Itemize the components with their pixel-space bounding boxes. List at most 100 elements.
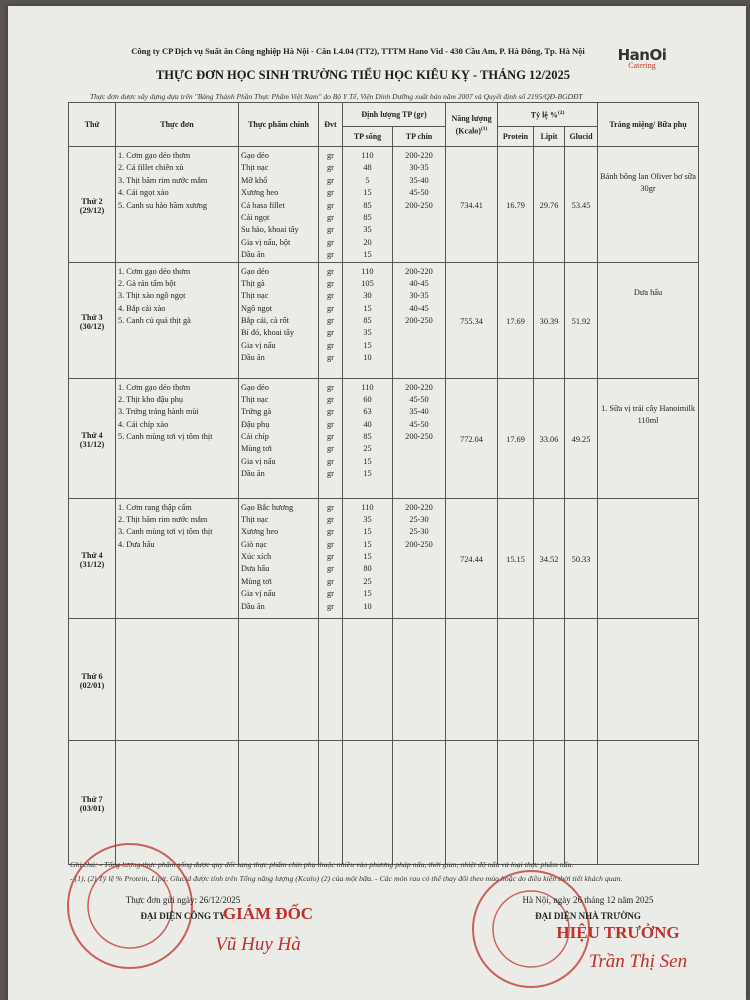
food-unit: gr: [327, 151, 334, 160]
cooked-cell: 200-220 30-35 35-40 45-50 200-250: [391, 146, 447, 263]
food-unit: gr: [327, 266, 334, 276]
glucid-cell: 50.33: [564, 497, 599, 619]
lipid-value: 34.52: [539, 555, 559, 565]
food-cooked: 200-220: [405, 502, 433, 512]
col-dessert-text: Tráng miệng/ Bữa phụ: [609, 120, 687, 129]
lipid-cell: 30.39: [533, 261, 566, 379]
food-unit: gr: [327, 303, 334, 313]
food-name: Gia vị nấu, bột: [241, 237, 291, 247]
food-unit: gr: [327, 175, 334, 185]
food-unit: gr: [327, 250, 334, 260]
title: THỰC ĐƠN HỌC SINH TRƯỜNG TIỂU HỌC KIÊU K…: [155, 68, 571, 82]
sent-date: Thực đơn gửi ngày: 26/12/2025: [125, 895, 241, 905]
menu-cell: 1. Cơm gạo dẻo thơm 2. Thịt kho đậu phụ 3.…: [115, 377, 239, 499]
food-unit: gr: [327, 382, 334, 392]
food-unit: gr: [327, 444, 334, 454]
unit-cell: [318, 739, 343, 865]
note: Ghi chú: - Tổng lượng thực phẩm sống đượ…: [70, 860, 574, 869]
menu-table: Thứ Thực đơn Thực phẩm chính Đvt Định lượng …: [68, 102, 700, 865]
food-unit: gr: [327, 601, 334, 611]
logo-tagline: Catering: [628, 61, 656, 70]
header-row: TP sống TP chín Protein Lipit Glucid: [69, 126, 699, 147]
food-name: Cải chíp: [241, 432, 269, 442]
food-cell: [238, 739, 319, 865]
dessert-text: Bánh bông lan Oliver bơ sữa 30gr: [600, 172, 696, 193]
day-row: Thứ 6 (02/01): [68, 617, 700, 741]
footnote-mark: (1): [480, 125, 488, 132]
menu-item: 5. Canh củ quả thịt gà: [118, 316, 191, 326]
header-row: Thứ Thực đơn Thực phẩm chính Đvt Định lượng …: [68, 102, 700, 147]
energy-cell: [445, 617, 499, 741]
glucid-value: 53.45: [571, 201, 591, 211]
day-row: Thứ 7 (03/01): [68, 739, 700, 865]
unit-cell: gr gr gr gr gr gr gr gr gr: [318, 146, 343, 263]
food-unit: gr: [327, 419, 334, 429]
glucid-cell: 49.25: [564, 377, 599, 499]
food-unit: gr: [327, 237, 334, 247]
dessert-cell: [597, 617, 700, 741]
food-raw: 10: [363, 601, 372, 611]
food-unit: gr: [327, 589, 334, 599]
food-raw: 35: [363, 328, 372, 338]
food-name: Thịt nạc: [241, 514, 269, 524]
menu-item: 3. Thịt băm rim nước mắm: [118, 175, 208, 185]
food-cooked: 200-250: [405, 432, 433, 442]
food-name: Thịt nạc: [241, 394, 269, 404]
menu-item: 5. Canh su hào hầm xương: [118, 200, 208, 210]
lipid-cell: [533, 739, 566, 865]
food-name: Thịt nạc: [241, 291, 269, 301]
food-cooked: 25-30: [409, 527, 429, 537]
food-name: Dầu ăn: [241, 469, 265, 479]
menu-item: 4. Cải chíp xào: [118, 419, 169, 429]
day-cell: Thứ 7 (03/01): [68, 739, 116, 865]
food-name: Trứng gà: [241, 407, 272, 417]
food-raw: 110: [361, 151, 374, 160]
school-signer: Trần Thị Sen: [588, 951, 688, 972]
dessert-cell: [597, 739, 700, 865]
cooked-cell: [391, 617, 447, 741]
menu-cell: 1. Cơm rang thập cẩm 2. Thịt băm rim nước…: [115, 497, 239, 619]
day-date: (31/12): [79, 439, 105, 449]
food-unit: gr: [327, 188, 334, 198]
protein-value: 16.79: [506, 201, 525, 211]
col-raw: TP sống: [342, 126, 393, 147]
food-unit: gr: [327, 212, 334, 222]
food-name: Đậu phụ: [241, 419, 270, 429]
protein-cell: [497, 739, 535, 865]
col-protein: Protein: [497, 126, 535, 147]
col-ratio: Tỷ lệ %(2): [497, 102, 599, 127]
food-raw: 60: [363, 394, 372, 404]
food-unit: gr: [327, 225, 334, 235]
day-date: (30/12): [79, 321, 105, 331]
dessert-cell: 1. Sữa vị trái cây Hanoimilk 110ml: [597, 377, 700, 499]
protein-cell: 16.79: [497, 146, 535, 263]
lipid-value: 33.06: [539, 435, 559, 445]
day-name: Thứ 7: [81, 794, 103, 804]
menu-item: 3. Canh mùng tơi vị tôm thịt: [118, 527, 213, 537]
col-energy-text: Năng lượng (Kcalo): [451, 113, 492, 136]
day-cell: Thứ 3 (30/12): [68, 261, 116, 379]
food-cooked: 200-250: [405, 539, 433, 549]
unit-cell: [318, 617, 343, 741]
menu-item: 1. Cơm gạo dẻo thơm: [118, 266, 191, 276]
food-name: Mùng tơi: [241, 444, 272, 454]
food-raw: 10: [363, 353, 372, 363]
col-lipid: Lipit: [533, 126, 566, 147]
lipid-value: 29.76: [539, 201, 559, 211]
protein-cell: 15.15: [497, 497, 535, 619]
food-name: Xương heo: [241, 527, 279, 537]
energy-value: 755.34: [460, 317, 483, 327]
menu-item: 1. Cơm gạo dẻo thơm: [118, 382, 191, 392]
food-raw: 110: [361, 266, 374, 276]
food-unit: gr: [327, 163, 334, 173]
food-raw: 110: [361, 382, 374, 392]
day-name: Thứ 6: [81, 671, 103, 681]
raw-cell: [342, 617, 393, 741]
food-unit: gr: [327, 432, 334, 442]
menu-item: 2. Thịt băm rim nước mắm: [118, 514, 208, 524]
menu-item: 2. Cá fillet chiên xù: [118, 163, 184, 173]
day-row: Thứ 4 (31/12) 1. Cơm gạo dẻo thơm 2. Thịt k…: [68, 377, 700, 499]
dessert-text: 1. Sữa vị trái cây Hanoimilk 110ml: [601, 403, 695, 425]
food-cooked: 40-45: [409, 303, 429, 313]
food-cooked: 45-50: [409, 188, 429, 198]
